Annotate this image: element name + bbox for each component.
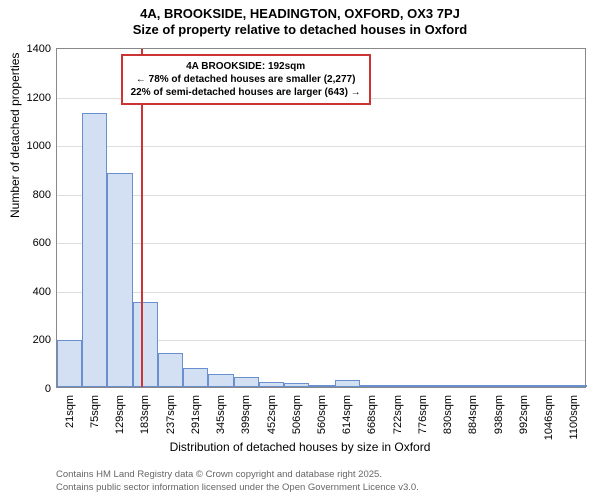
x-tick-label: 884sqm (467, 395, 479, 434)
y-tick-label: 600 (33, 237, 51, 249)
y-tick-label: 800 (33, 189, 51, 201)
x-tick-label: 830sqm (442, 395, 454, 434)
x-tick-label: 345sqm (215, 395, 227, 434)
x-tick-label: 776sqm (417, 395, 429, 434)
x-tick-label: 992sqm (518, 395, 530, 434)
y-axis-label: Number of detached properties (8, 53, 22, 218)
histogram-bar (511, 385, 536, 387)
histogram-bar (284, 383, 309, 387)
footer-line1: Contains HM Land Registry data © Crown c… (56, 469, 419, 481)
histogram-bar (82, 113, 107, 387)
y-tick-label: 0 (45, 383, 51, 395)
x-tick-label: 1100sqm (568, 395, 580, 439)
annotation-box: 4A BROOKSIDE: 192sqm← 78% of detached ho… (121, 54, 371, 105)
gridline (57, 243, 585, 244)
x-tick-label: 1046sqm (543, 395, 555, 440)
x-axis-label: Distribution of detached houses by size … (0, 440, 600, 454)
x-tick-label: 668sqm (366, 395, 378, 434)
annotation-line: 22% of semi-detached houses are larger (… (131, 86, 361, 99)
histogram-bar (158, 353, 183, 387)
x-tick-label: 938sqm (493, 395, 505, 434)
x-tick-label: 75sqm (89, 395, 101, 428)
annotation-line: ← 78% of detached houses are smaller (2,… (131, 73, 361, 86)
gridline (57, 292, 585, 293)
chart-title-line2: Size of property relative to detached ho… (0, 22, 600, 38)
histogram-bar (107, 173, 132, 387)
x-tick-label: 614sqm (341, 395, 353, 434)
histogram-bar (133, 302, 158, 387)
histogram-bar (183, 368, 208, 387)
x-tick-label: 560sqm (316, 395, 328, 434)
histogram-bar (461, 385, 486, 387)
histogram-bar (436, 385, 461, 387)
x-tick-label: 237sqm (165, 395, 177, 434)
histogram-bar (57, 340, 82, 387)
gridline (57, 146, 585, 147)
chart-title-line1: 4A, BROOKSIDE, HEADINGTON, OXFORD, OX3 7… (0, 0, 600, 22)
histogram-bar (562, 385, 587, 387)
y-tick-label: 200 (33, 334, 51, 346)
x-tick-label: 452sqm (266, 395, 278, 434)
plot-area: 020040060080010001200140021sqm75sqm129sq… (56, 48, 586, 388)
y-tick-label: 1200 (27, 92, 51, 104)
x-tick-label: 129sqm (114, 395, 126, 434)
footer-attribution: Contains HM Land Registry data © Crown c… (56, 469, 419, 494)
histogram-bar (385, 385, 410, 387)
x-tick-label: 21sqm (64, 395, 76, 428)
x-tick-label: 183sqm (139, 395, 151, 434)
y-tick-label: 1400 (27, 43, 51, 55)
histogram-bar (259, 382, 284, 387)
histogram-bar (410, 385, 435, 387)
footer-line2: Contains public sector information licen… (56, 482, 419, 494)
histogram-bar (335, 380, 360, 387)
x-tick-label: 722sqm (392, 395, 404, 434)
histogram-bar (537, 385, 562, 387)
chart-root: 4A, BROOKSIDE, HEADINGTON, OXFORD, OX3 7… (0, 0, 600, 500)
histogram-bar (486, 385, 511, 387)
histogram-bar (360, 385, 385, 387)
histogram-bar (309, 385, 334, 387)
x-tick-label: 399sqm (240, 395, 252, 434)
y-tick-label: 400 (33, 286, 51, 298)
histogram-bar (208, 374, 233, 387)
x-tick-label: 291sqm (190, 395, 202, 434)
y-tick-label: 1000 (27, 140, 51, 152)
x-tick-label: 506sqm (291, 395, 303, 434)
gridline (57, 195, 585, 196)
plot-wrap: 020040060080010001200140021sqm75sqm129sq… (56, 48, 586, 388)
histogram-bar (234, 377, 259, 387)
annotation-line: 4A BROOKSIDE: 192sqm (131, 60, 361, 73)
